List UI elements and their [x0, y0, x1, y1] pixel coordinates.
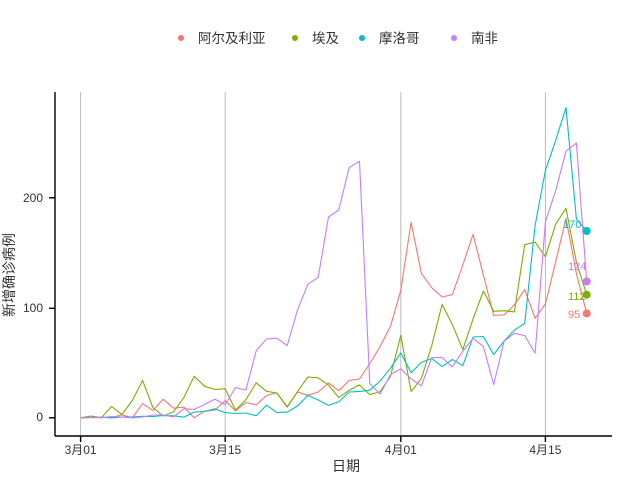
svg-text:日期: 日期: [332, 458, 360, 474]
svg-text:95: 95: [568, 309, 580, 321]
svg-text:170: 170: [563, 219, 581, 231]
svg-text:4月15: 4月15: [529, 443, 561, 457]
svg-text:4月01: 4月01: [385, 443, 417, 457]
svg-text:摩洛哥: 摩洛哥: [379, 30, 420, 46]
svg-text:南非: 南非: [471, 31, 498, 46]
svg-text:新增确诊病例: 新增确诊病例: [1, 233, 17, 317]
svg-text:200: 200: [23, 191, 43, 205]
svg-text:3月01: 3月01: [65, 443, 97, 457]
svg-text:3月15: 3月15: [209, 443, 241, 457]
svg-text:阿尔及利亚: 阿尔及利亚: [198, 31, 266, 46]
svg-text:100: 100: [23, 301, 43, 315]
svg-text:124: 124: [568, 261, 586, 273]
svg-text:0: 0: [36, 410, 43, 424]
svg-text:112: 112: [568, 291, 586, 303]
svg-text:埃及: 埃及: [312, 31, 339, 46]
